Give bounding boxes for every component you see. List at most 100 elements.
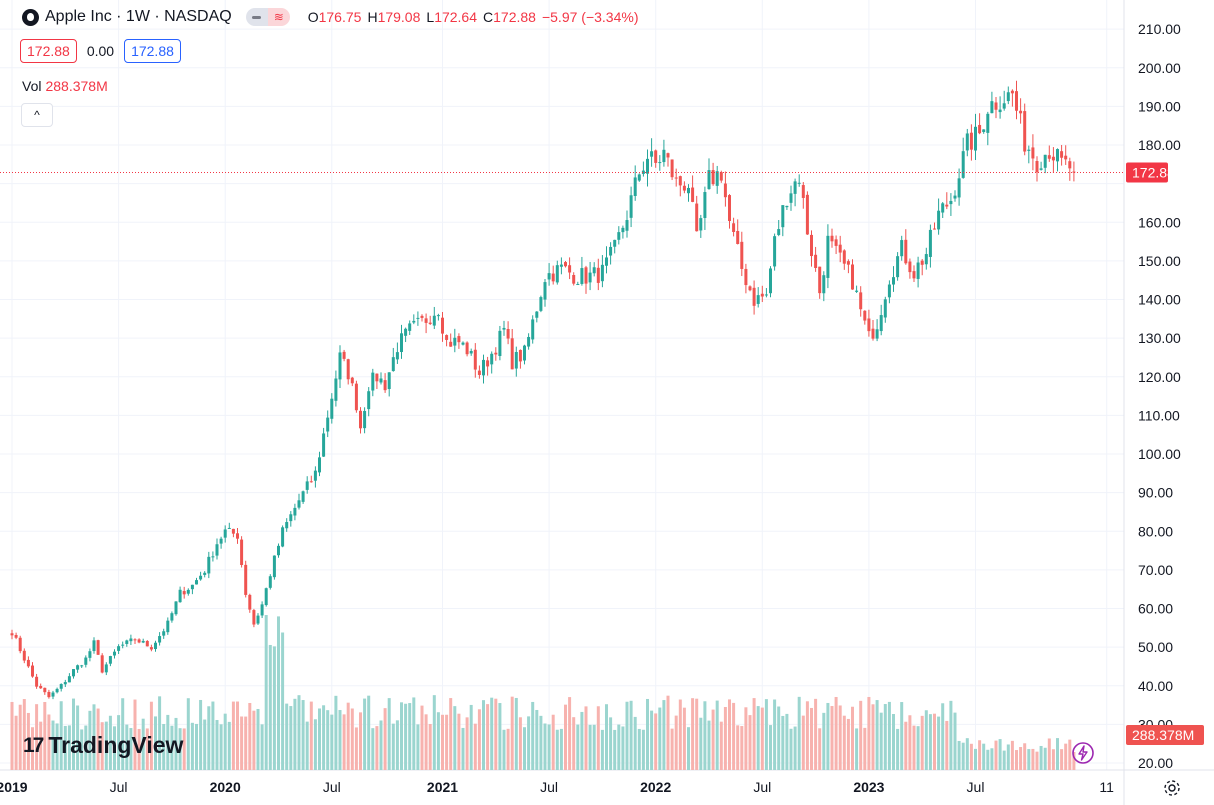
candle-body [863,310,867,321]
candle-body [1031,147,1035,159]
volume-bar [584,706,588,770]
candle-body [39,685,43,689]
volume-bar [207,706,211,770]
candle-body [580,268,584,284]
volume-bar [871,704,875,770]
candle-body [961,151,965,178]
minus-icon[interactable] [245,8,268,26]
candle-body [744,268,748,286]
candle-body [732,223,736,232]
price-change: −5.97 (−3.34%) [541,9,639,25]
sell-price-button[interactable]: 172.88 [20,39,77,63]
volume-bar [609,717,613,770]
candle-body [297,500,301,508]
candle-body [1060,151,1064,158]
candle-body [896,256,900,278]
volume-bar [104,721,108,770]
indicator-toggle[interactable]: ≋ [245,8,290,26]
price-tick-label: 20.00 [1138,755,1173,771]
candle-body [449,341,453,347]
volume-bar [756,706,760,770]
volume-bar [318,708,321,770]
candle-body [818,266,822,294]
price-tick-label: 180.00 [1138,137,1181,153]
volume-bar [785,713,789,770]
collapse-legend-button[interactable]: ^ [21,103,53,127]
candle-body [535,311,539,318]
candle-body [236,533,239,539]
volume-bar [719,721,723,770]
candle-body [453,337,457,346]
candle-body [67,676,71,683]
candle-body [88,651,92,658]
candle-body [387,372,391,389]
candle-body [986,113,990,133]
volume-value: 288.378M [45,78,108,94]
candle-body [695,203,699,232]
candle-body [801,185,805,198]
candle-body [260,604,264,616]
volume-bar [769,725,772,770]
volume-bar [1031,748,1035,770]
candle-body [621,227,625,233]
volume-bar [986,749,990,770]
volume-bar [461,727,465,770]
candle-body [1051,156,1055,161]
candle-body [846,261,850,265]
volume-bar [1006,744,1010,770]
volume-bar [1039,745,1043,770]
volume-bar [26,712,30,770]
volume-bar [92,704,96,770]
candle-body [412,320,416,323]
volume-bar [436,712,440,770]
volume-bar [789,728,793,770]
settings-gear-icon[interactable] [1163,779,1181,797]
volume-bar [473,723,477,770]
price-tick-label: 110.00 [1138,407,1180,423]
volume-bar [838,705,842,770]
volume-bar [596,706,600,770]
candle-body [129,638,133,642]
candle-body [658,162,662,164]
candle-body [506,328,510,339]
candle-body [215,544,219,556]
volume-bar [764,699,768,770]
price-tick-label: 160.00 [1138,214,1181,230]
last-volume-tag [1126,725,1204,745]
candle-body [149,647,153,650]
buy-price-button[interactable]: 172.88 [124,39,181,63]
candle-body [978,124,982,134]
volume-bar [1056,738,1059,770]
candle-body [436,315,440,317]
volume-bar [457,713,461,770]
volume-bar [268,644,272,770]
volume-bar [633,716,637,770]
volume-bar [490,697,494,770]
volume-bar [543,723,547,770]
volume-bar [231,701,235,770]
candle-body [14,634,18,638]
candle-body [379,378,383,383]
ohlc-values: O176.75 H179.08 L172.64 C172.88 −5.97 (−… [307,9,639,25]
candle-body [814,254,818,268]
lightning-icon[interactable] [1071,741,1095,765]
volume-bar [682,707,686,770]
volume-bar [182,728,186,770]
volume-bar [904,721,908,770]
volume-bar [35,704,39,770]
candle-body [334,378,338,401]
candle-body [395,352,399,360]
volume-bar [658,707,662,770]
wave-icon[interactable]: ≋ [267,8,290,26]
volume-bar [322,705,326,770]
volume-bar [928,714,932,770]
volume-bar [699,717,703,770]
candle-body [1047,155,1051,159]
volume-bar [47,714,51,770]
volume-bar [387,698,391,770]
candle-body [650,151,654,157]
candle-body [740,241,744,269]
candle-body [875,329,879,339]
symbol-title[interactable]: Apple Inc · 1W · NASDAQ [45,8,232,25]
